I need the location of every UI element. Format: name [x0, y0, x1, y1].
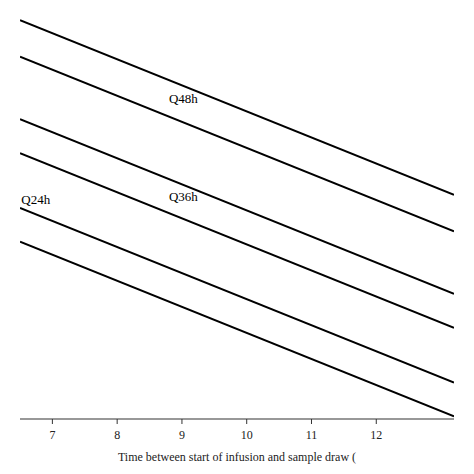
- lines: [20, 20, 454, 416]
- line-label: Q48h: [169, 91, 198, 106]
- x-tick-label: 12: [370, 428, 382, 442]
- x-tick-label: 7: [49, 428, 55, 442]
- series-line: [20, 153, 454, 328]
- x-tick-label: 8: [114, 428, 120, 442]
- x-tick-label: 11: [306, 428, 318, 442]
- series-line: [20, 242, 454, 417]
- x-tick: [311, 419, 312, 424]
- x-tick: [376, 419, 377, 424]
- x-tick: [117, 419, 118, 424]
- x-axis-label: Time between start of infusion and sampl…: [118, 450, 356, 464]
- x-tick: [181, 419, 182, 424]
- line-label: Q24h: [21, 192, 50, 207]
- x-tick-label: 10: [241, 428, 253, 442]
- chart: 7 8 9 10 11 12 Time between start of infusion …: [0, 0, 474, 474]
- series-line: [20, 208, 454, 383]
- series-line: [20, 20, 454, 195]
- line-label: Q36h: [169, 189, 198, 204]
- x-tick-label: 9: [179, 428, 185, 442]
- series-line: [20, 57, 454, 232]
- x-tick: [52, 419, 53, 424]
- x-axis-line: [20, 418, 454, 419]
- x-tick: [246, 419, 247, 424]
